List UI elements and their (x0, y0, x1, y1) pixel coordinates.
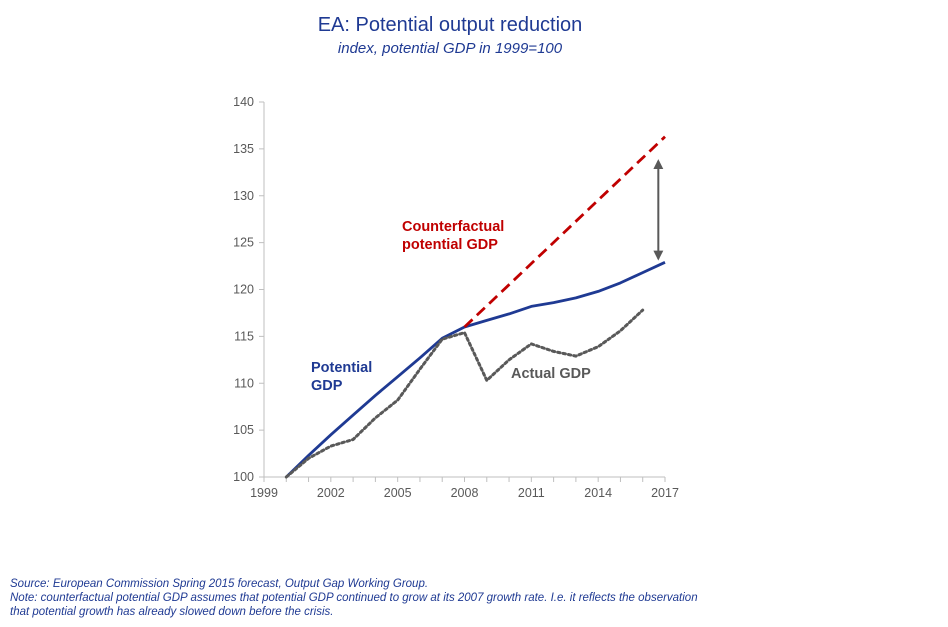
x-tick-label: 2017 (651, 486, 679, 500)
y-tick-label: 115 (234, 329, 254, 343)
x-tick-label: 2011 (518, 486, 545, 500)
series-label: GDP (311, 378, 343, 394)
x-tick-label: 2002 (317, 486, 345, 500)
series-label: Potential (311, 360, 372, 376)
source-note: Source: European Commission Spring 2015 … (10, 577, 930, 619)
x-tick-label: 2005 (384, 486, 412, 500)
source-line: Source: European Commission Spring 2015 … (10, 578, 429, 590)
series-label: potential GDP (402, 237, 498, 253)
y-tick-label: 105 (233, 423, 254, 437)
series-line-counterfactual-potential-gdp (463, 135, 666, 329)
y-tick-label: 100 (233, 470, 254, 484)
y-tick-label: 125 (233, 236, 254, 250)
y-tick-label: 110 (234, 376, 254, 390)
series-label: Counterfactual (402, 219, 504, 235)
y-tick-label: 130 (233, 189, 254, 203)
x-tick-label: 2008 (451, 486, 479, 500)
series-label: Actual GDP (511, 366, 591, 382)
x-tick-label: 1999 (250, 486, 278, 500)
note-line: that potential growth has already slowed… (10, 606, 334, 618)
series-line-actual-gdp (284, 308, 645, 479)
y-tick-label: 120 (233, 283, 254, 297)
note-line: Note: counterfactual potential GDP assum… (10, 592, 698, 604)
chart-subtitle: index, potential GDP in 1999=100 (337, 40, 563, 57)
chart-title: EA: Potential output reduction (317, 14, 583, 36)
y-tick-label: 135 (233, 142, 254, 156)
line-chart: 100 105 110 115 120 125 130 135 140 1999 2002 2005 2… (233, 95, 679, 500)
y-tick-label: 140 (233, 95, 254, 109)
series-line-potential-gdp (285, 261, 666, 479)
x-tick-label: 2014 (584, 486, 612, 500)
